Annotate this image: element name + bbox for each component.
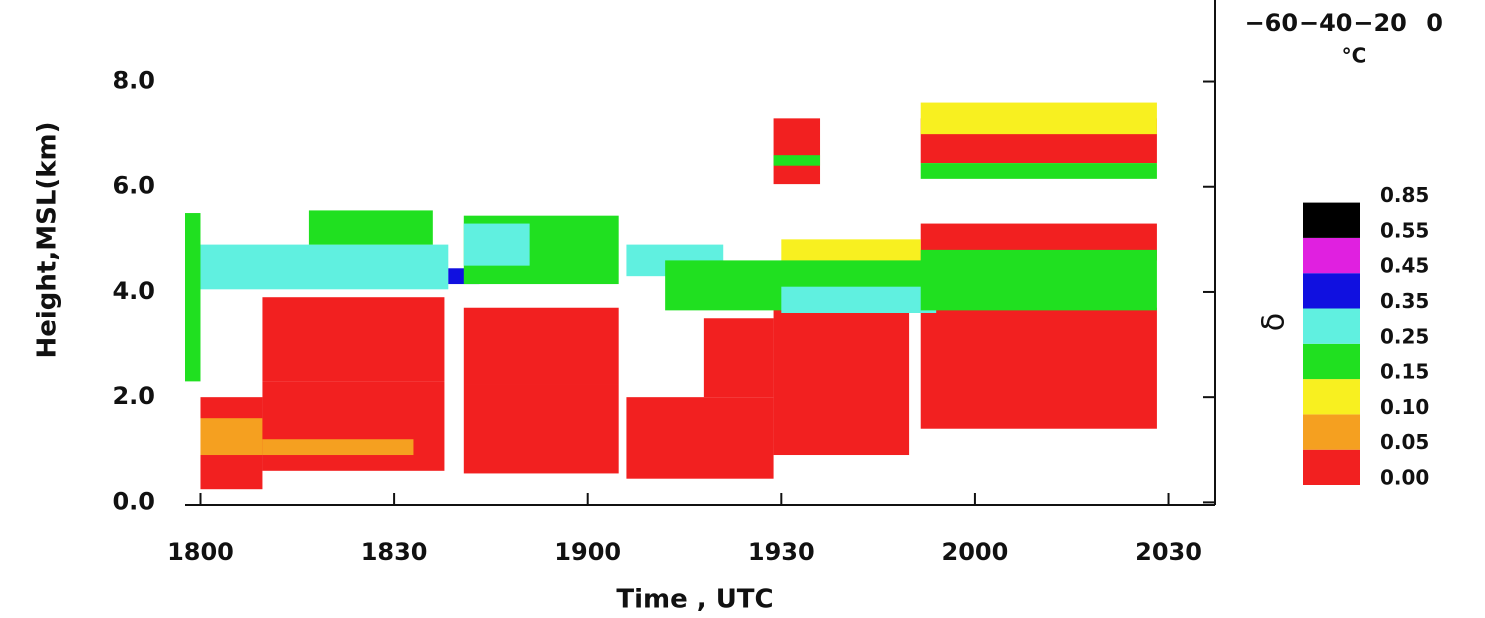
y-tick-label: 6.0 [112,172,155,200]
x-axis-title: Time , UTC [616,585,773,615]
y-tick-label: 0.0 [112,487,155,515]
temperature-tick-label: −20 [1353,9,1407,37]
colorbar-label: 0.55 [1380,218,1429,242]
x-tick-label: 2000 [942,538,1009,566]
depolarization-region [781,286,937,313]
colorbar-swatch [1303,414,1360,450]
colorbar-label: 0.05 [1380,430,1429,454]
depolarization-region [703,318,774,398]
depolarization-region [185,213,201,382]
y-tick-label: 4.0 [112,277,155,305]
colorbar-label: 0.10 [1380,395,1429,419]
colorbar-swatch [1303,237,1360,274]
depolarization-region [920,102,1157,135]
y-tick-label: 8.0 [112,67,155,95]
x-tick-label: 1900 [554,538,621,566]
depolarization-region [920,307,1157,429]
colorbar-swatch [1303,449,1360,485]
depolarization-region [262,439,414,456]
colorbar-label: 0.00 [1380,466,1429,490]
x-tick-label: 1800 [167,538,234,566]
colorbar-label: 0.85 [1380,183,1429,207]
x-tick-label: 1930 [748,538,815,566]
depolarization-region [773,118,821,185]
depolarization-region [262,381,445,471]
depolarization-region [920,163,1157,179]
temperature-tick-label: −40 [1299,9,1353,37]
colorbar-label: 0.15 [1380,360,1429,384]
temperature-tick-label: −60 [1245,9,1299,37]
colorbar-swatch [1303,379,1360,415]
colorbar-label: 0.25 [1380,324,1429,348]
depolarization-region [920,249,1157,311]
temperature-tick-label: 0 [1426,9,1443,37]
depolarization-region [200,418,263,456]
y-axis-title: Height,MSL(km) [33,121,63,358]
y-tick-label: 2.0 [112,382,155,410]
x-tick-label: 2030 [1135,538,1202,566]
depolarization-region [308,210,433,245]
colorbar-label: 0.45 [1380,254,1429,278]
colorbar-title: δ [1257,313,1292,331]
x-tick-label: 1830 [361,538,428,566]
depolarization-region [773,297,910,456]
depolarization-region [626,397,774,479]
depolarization-region [200,244,449,290]
colorbar-swatch [1303,202,1360,238]
colorbar-label: 0.35 [1380,289,1429,313]
depolarization-region [463,223,530,266]
depolarization-region [463,384,619,474]
depolarization-region [773,155,821,166]
depolarization-region [463,307,619,385]
colorbar-swatch [1303,273,1360,309]
depolarization-region [262,297,445,382]
colorbar-swatch [1303,308,1360,344]
heatmap [185,102,1157,490]
colorbar-swatch [1303,343,1360,380]
temperature-unit: °C [1342,44,1367,68]
